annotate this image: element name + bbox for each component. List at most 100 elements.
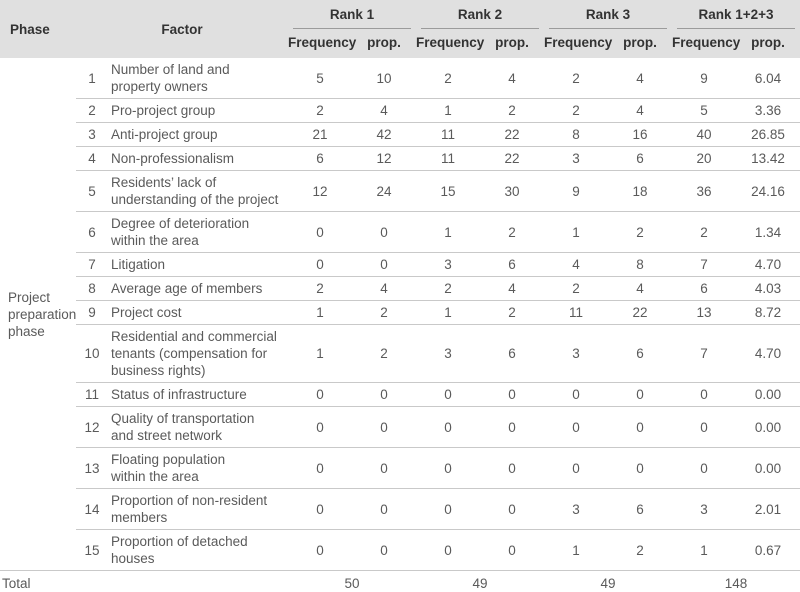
rank1-total: 50 bbox=[288, 570, 417, 592]
rank3-group-label: Rank 3 bbox=[549, 0, 668, 29]
rank2-frequency-value: 15 bbox=[416, 170, 481, 212]
rank1-frequency-value: 1 bbox=[288, 324, 353, 383]
rank1-frequency-value: 5 bbox=[288, 58, 353, 99]
rank123-prop-value: 2.01 bbox=[736, 488, 800, 530]
rank1-frequency-value: 21 bbox=[288, 122, 353, 147]
rank2-prop-value: 6 bbox=[480, 252, 545, 277]
table-row: 15 Proportion of detached houses 0 0 0 0… bbox=[0, 529, 800, 571]
rank123-frequency-value: 5 bbox=[672, 98, 737, 123]
factor-number: 1 bbox=[76, 58, 108, 99]
rank123-prop-value: 0.67 bbox=[736, 529, 800, 571]
rank123-prop-value: 26.85 bbox=[736, 122, 800, 147]
rank3-prop-value: 16 bbox=[608, 122, 673, 147]
rank123-group-header: Rank 1+2+3 bbox=[672, 0, 800, 29]
rank2-prop-value: 6 bbox=[480, 324, 545, 383]
rank123-prop-value: 1.34 bbox=[736, 211, 800, 253]
table-row: 13 Floating population within the area 0… bbox=[0, 447, 800, 489]
rank1-prop-value: 0 bbox=[352, 447, 417, 489]
rank2-frequency-value: 3 bbox=[416, 252, 481, 277]
factor-number: 2 bbox=[76, 98, 108, 123]
rank123-total: 148 bbox=[672, 570, 800, 592]
table-row: 11 Status of infrastructure 0 0 0 0 0 0 … bbox=[0, 382, 800, 407]
rank3-prop-value: 6 bbox=[608, 324, 673, 383]
rank2-prop-value: 22 bbox=[480, 146, 545, 171]
total-label: Total bbox=[0, 570, 289, 592]
rank1-frequency-value: 0 bbox=[288, 211, 353, 253]
factor-number: 4 bbox=[76, 146, 108, 171]
rank123-frequency-value: 0 bbox=[672, 447, 737, 489]
rank3-frequency-value: 0 bbox=[544, 406, 609, 448]
table-row: 8 Average age of members 2 4 2 4 2 4 6 4… bbox=[0, 276, 800, 301]
rank123-frequency-value: 6 bbox=[672, 276, 737, 301]
rank3-frequency-value: 2 bbox=[544, 276, 609, 301]
rank123-frequency-value: 36 bbox=[672, 170, 737, 212]
rank123-prop-value: 24.16 bbox=[736, 170, 800, 212]
rank3-prop-header: prop. bbox=[608, 29, 673, 58]
rank3-prop-value: 2 bbox=[608, 211, 673, 253]
factor-name: Project cost bbox=[108, 300, 289, 325]
rank123-prop-value: 8.72 bbox=[736, 300, 800, 325]
rank2-prop-value: 4 bbox=[480, 276, 545, 301]
table-row: 4 Non-professionalism 6 12 11 22 3 6 20 … bbox=[0, 146, 800, 171]
rank2-frequency-value: 0 bbox=[416, 488, 481, 530]
rank2-group-label: Rank 2 bbox=[421, 0, 540, 29]
rank123-prop-value: 0.00 bbox=[736, 406, 800, 448]
rank3-prop-value: 4 bbox=[608, 276, 673, 301]
rank3-frequency-value: 11 bbox=[544, 300, 609, 325]
rank1-prop-value: 0 bbox=[352, 382, 417, 407]
rank1-prop-value: 0 bbox=[352, 252, 417, 277]
rank1-group-label: Rank 1 bbox=[293, 0, 412, 29]
rank2-prop-value: 2 bbox=[480, 300, 545, 325]
rank123-prop-value: 4.70 bbox=[736, 252, 800, 277]
factor-name: Status of infrastructure bbox=[108, 382, 289, 407]
rank3-frequency-value: 8 bbox=[544, 122, 609, 147]
factor-name: Proportion of detached houses bbox=[108, 529, 289, 571]
rank3-frequency-value: 3 bbox=[544, 488, 609, 530]
rank1-prop-value: 2 bbox=[352, 300, 417, 325]
rank3-prop-value: 2 bbox=[608, 529, 673, 571]
rank2-prop-value: 0 bbox=[480, 382, 545, 407]
rank1-prop-value: 12 bbox=[352, 146, 417, 171]
rank2-prop-value: 0 bbox=[480, 529, 545, 571]
factor-name: Proportion of non-resident members bbox=[108, 488, 289, 530]
rank1-frequency-value: 6 bbox=[288, 146, 353, 171]
rank1-frequency-value: 2 bbox=[288, 98, 353, 123]
rank1-prop-value: 4 bbox=[352, 276, 417, 301]
rank3-prop-value: 0 bbox=[608, 447, 673, 489]
factor-name: Residents’ lack of understanding of the … bbox=[108, 170, 289, 212]
rank123-frequency-value: 0 bbox=[672, 382, 737, 407]
rank123-prop-header: prop. bbox=[736, 29, 800, 58]
header-row-subcolumns: Frequency prop. Frequency prop. Frequenc… bbox=[0, 29, 800, 58]
factor-column-header: Factor bbox=[76, 0, 289, 58]
rank123-prop-value: 4.70 bbox=[736, 324, 800, 383]
rank3-frequency-value: 1 bbox=[544, 529, 609, 571]
rank1-prop-value: 0 bbox=[352, 488, 417, 530]
rank3-frequency-value: 4 bbox=[544, 252, 609, 277]
rank2-prop-header: prop. bbox=[480, 29, 545, 58]
rank2-frequency-value: 0 bbox=[416, 447, 481, 489]
rank2-frequency-value: 2 bbox=[416, 58, 481, 99]
rank3-prop-value: 6 bbox=[608, 488, 673, 530]
factor-number: 15 bbox=[76, 529, 108, 571]
factor-number: 6 bbox=[76, 211, 108, 253]
rank3-frequency-value: 0 bbox=[544, 382, 609, 407]
rank123-frequency-value: 0 bbox=[672, 406, 737, 448]
rank1-frequency-value: 2 bbox=[288, 276, 353, 301]
rank2-total: 49 bbox=[416, 570, 545, 592]
factor-name: Non-professionalism bbox=[108, 146, 289, 171]
rank123-frequency-header: Frequency bbox=[672, 29, 740, 58]
rank2-prop-value: 2 bbox=[480, 211, 545, 253]
rank3-frequency-value: 2 bbox=[544, 58, 609, 99]
rank2-prop-value: 22 bbox=[480, 122, 545, 147]
rank1-prop-value: 10 bbox=[352, 58, 417, 99]
factor-number: 13 bbox=[76, 447, 108, 489]
rank1-prop-value: 24 bbox=[352, 170, 417, 212]
table-row: 12 Quality of transportation and street … bbox=[0, 406, 800, 448]
rank1-frequency-value: 0 bbox=[288, 406, 353, 448]
rank2-frequency-value: 0 bbox=[416, 382, 481, 407]
factor-name: Average age of members bbox=[108, 276, 289, 301]
factor-name: Pro-project group bbox=[108, 98, 289, 123]
rank1-frequency-value: 12 bbox=[288, 170, 353, 212]
table-row: Project preparation phase 1 Number of la… bbox=[0, 58, 800, 571]
table-row: 5 Residents’ lack of understanding of th… bbox=[0, 170, 800, 212]
